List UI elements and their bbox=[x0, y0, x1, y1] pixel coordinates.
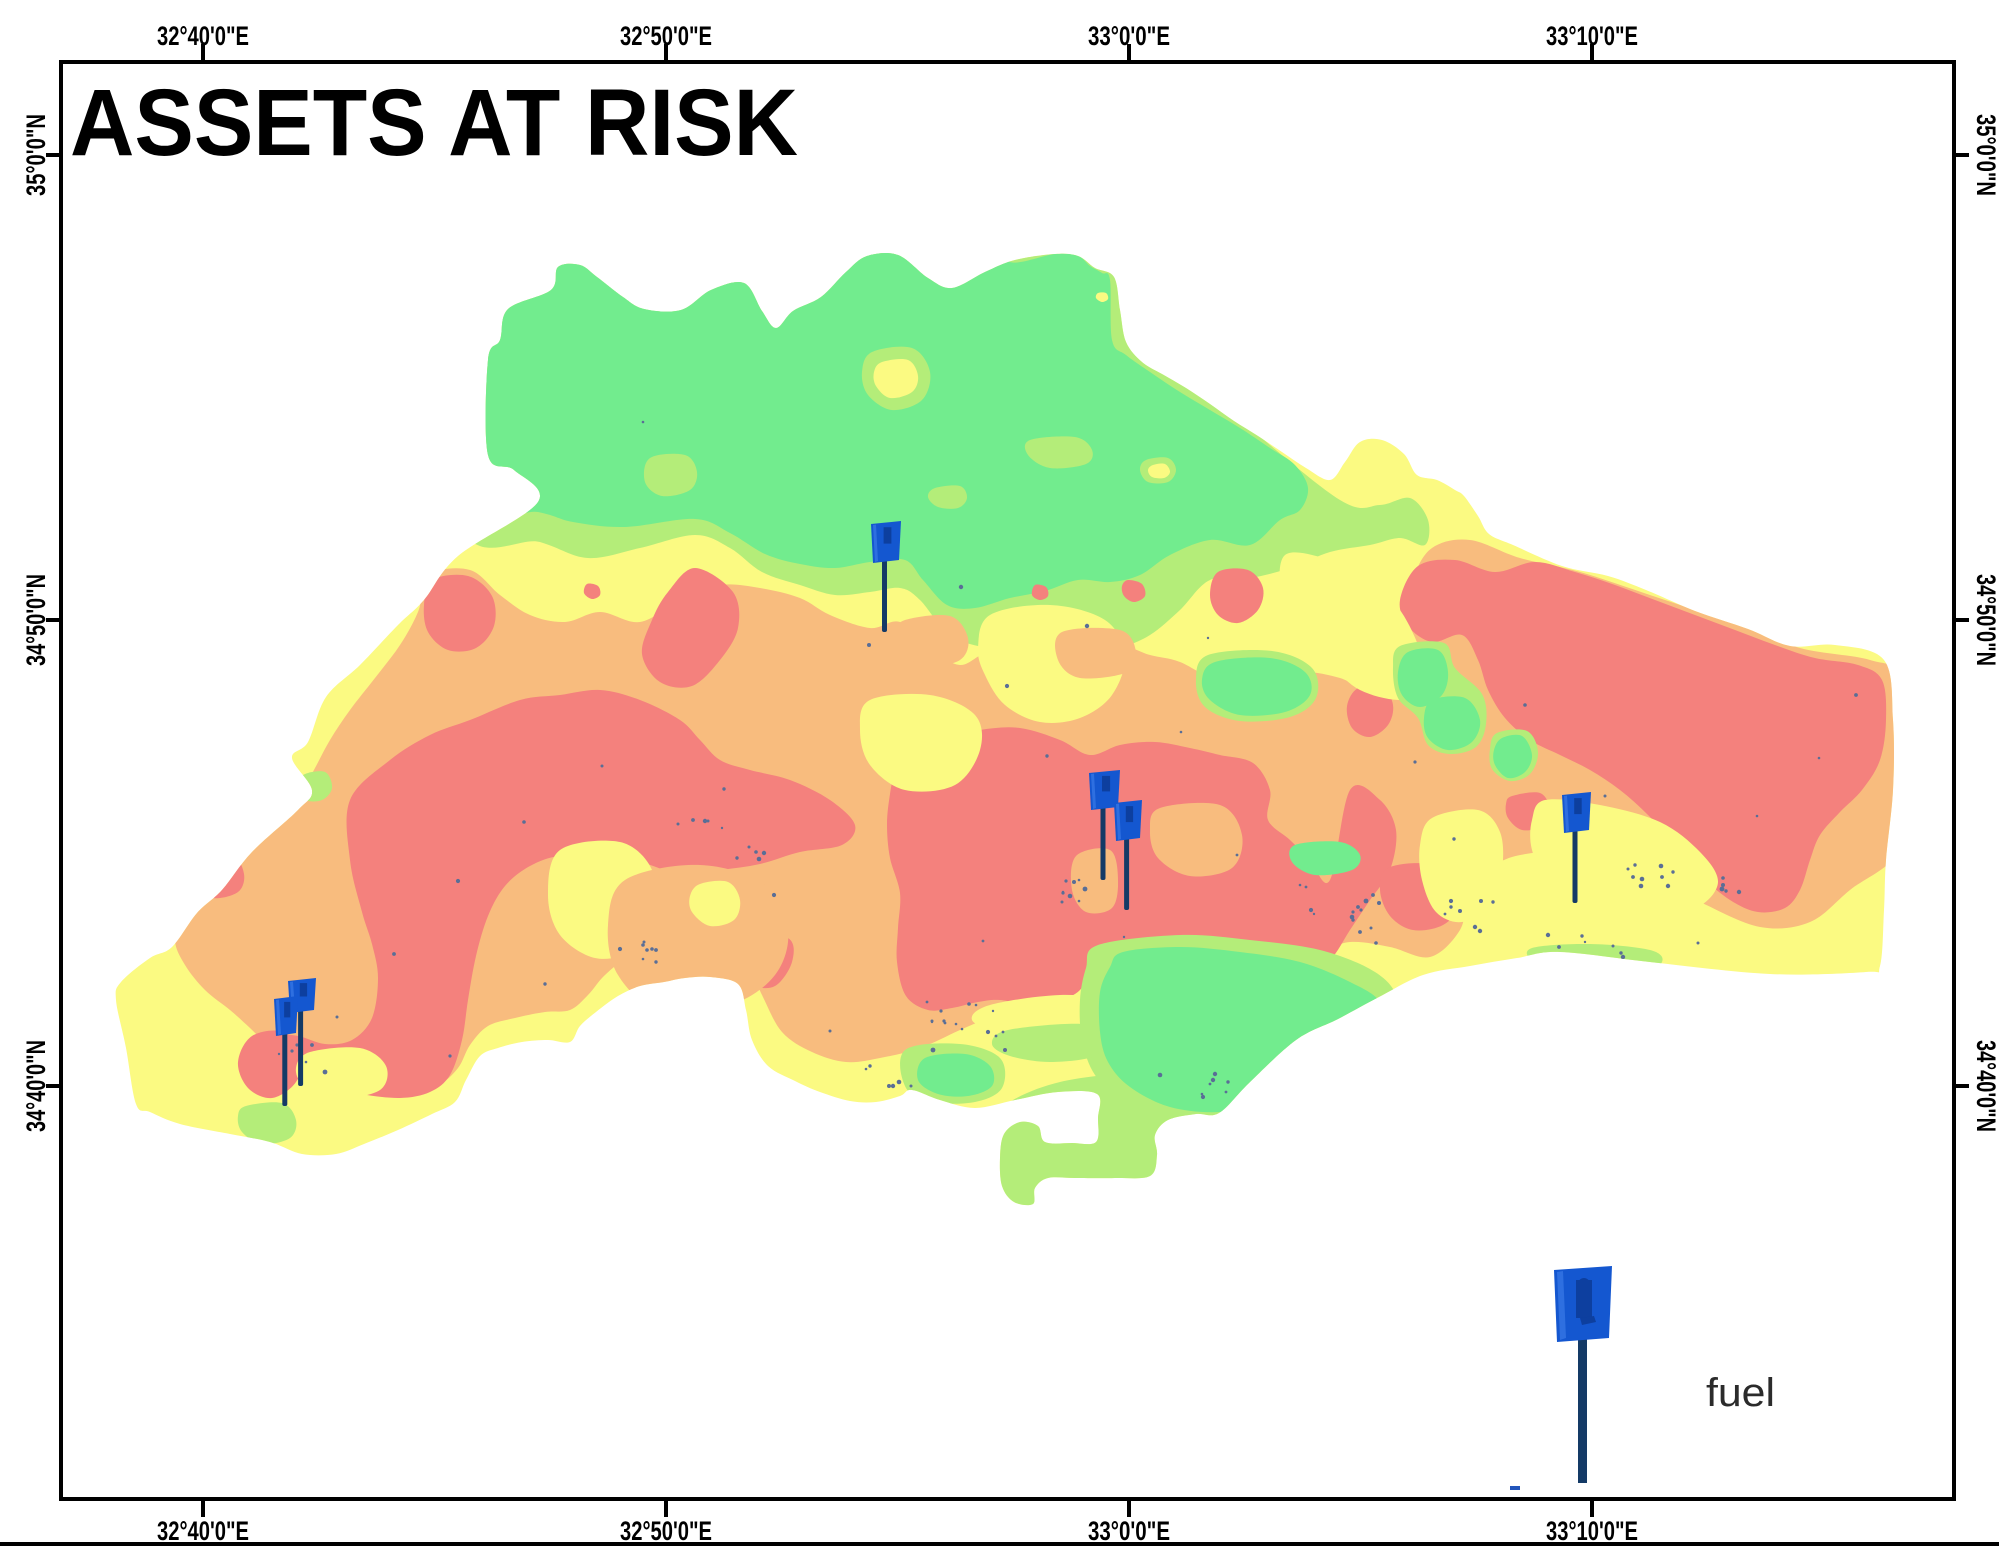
svg-text:35°0'0"N: 35°0'0"N bbox=[1971, 114, 1999, 196]
svg-text:32°50'0"E: 32°50'0"E bbox=[620, 21, 712, 51]
svg-text:34°40'0"N: 34°40'0"N bbox=[21, 1040, 51, 1132]
svg-text:ASSETS AT RISK: ASSETS AT RISK bbox=[70, 70, 798, 176]
svg-text:32°40'0"E: 32°40'0"E bbox=[157, 21, 249, 51]
svg-text:34°50'0"N: 34°50'0"N bbox=[1971, 574, 1999, 666]
svg-text:fuel: fuel bbox=[1706, 1371, 1775, 1415]
svg-text:33°0'0"E: 33°0'0"E bbox=[1088, 21, 1170, 51]
svg-text:34°50'0"N: 34°50'0"N bbox=[21, 574, 51, 666]
svg-text:32°50'0"E: 32°50'0"E bbox=[620, 1516, 712, 1546]
svg-text:33°0'0"E: 33°0'0"E bbox=[1088, 1516, 1170, 1546]
svg-text:33°10'0"E: 33°10'0"E bbox=[1546, 21, 1638, 51]
svg-text:33°10'0"E: 33°10'0"E bbox=[1546, 1516, 1638, 1546]
svg-text:35°0'0"N: 35°0'0"N bbox=[21, 114, 51, 196]
svg-text:34°40'0"N: 34°40'0"N bbox=[1971, 1040, 1999, 1132]
svg-text:32°40'0"E: 32°40'0"E bbox=[157, 1516, 249, 1546]
